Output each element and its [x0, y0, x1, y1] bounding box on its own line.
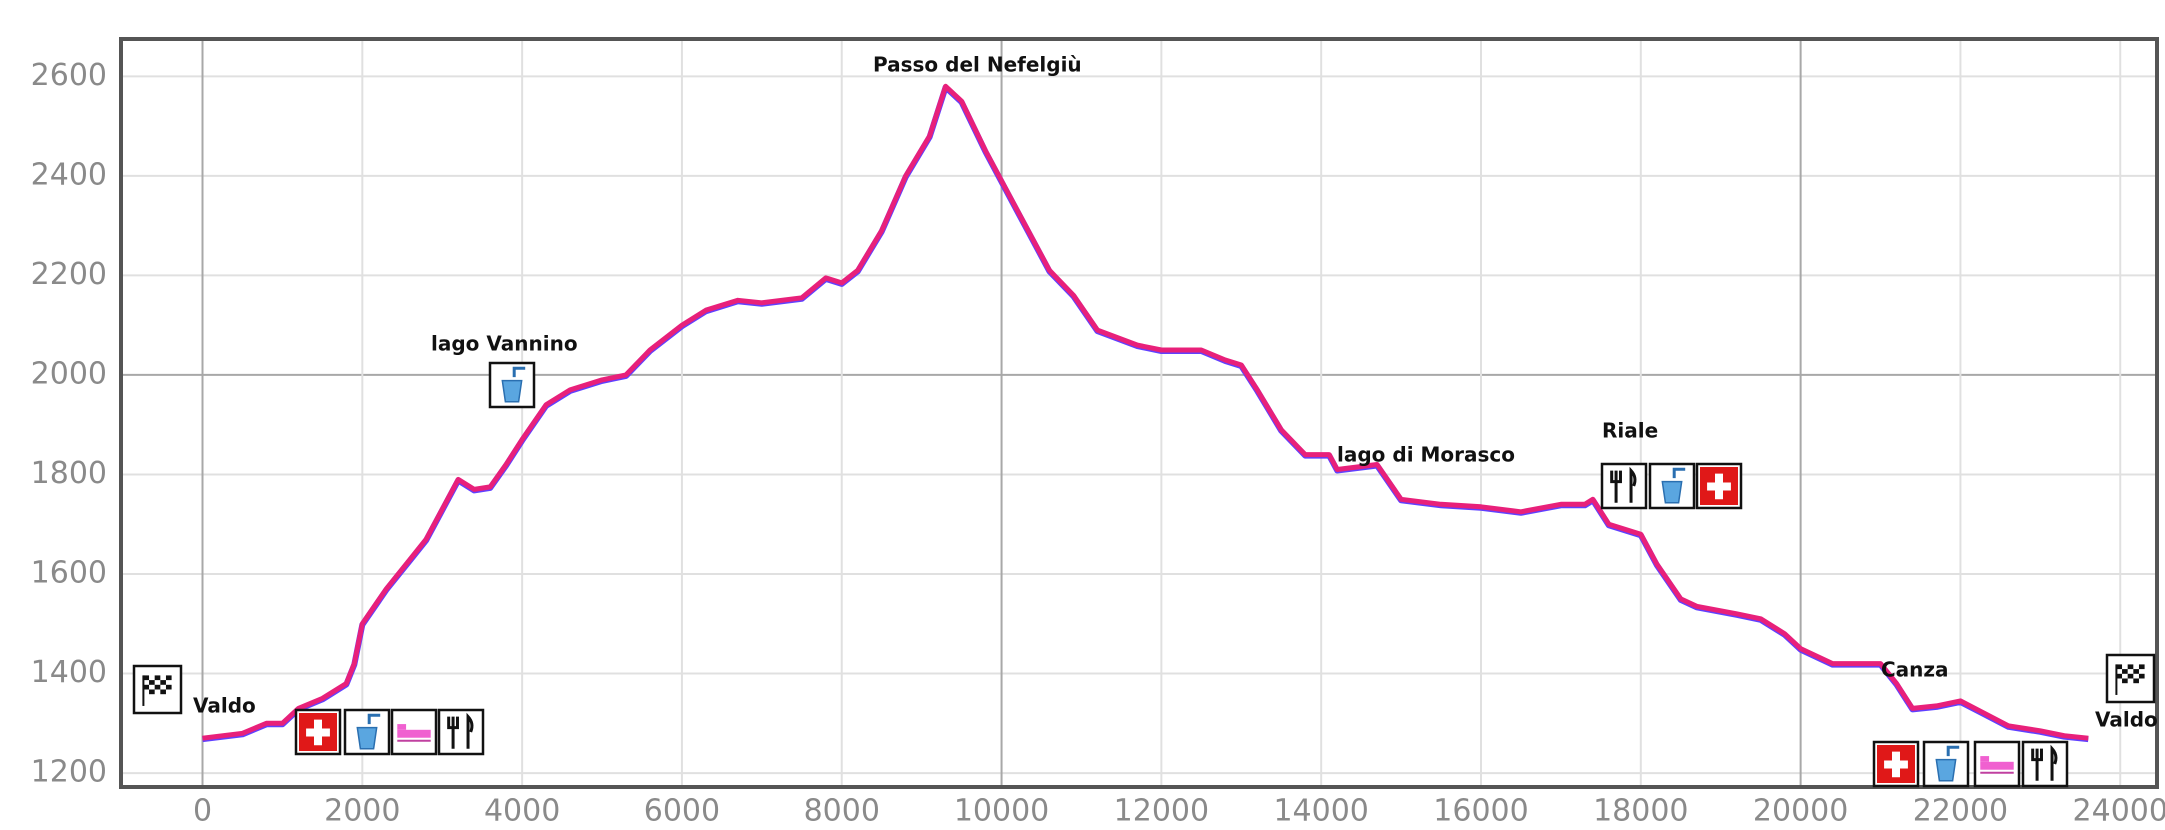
flag-square [2122, 678, 2128, 684]
aid-cross [1707, 473, 1731, 500]
food-fork [2031, 748, 2043, 781]
icon-bed [1973, 740, 2021, 788]
x-tick-label: 0 [193, 794, 212, 827]
aid-cross [306, 719, 330, 746]
icon-food [437, 708, 485, 756]
icon-water [343, 708, 391, 756]
waypoint-label: Passo del Nefelgiù [873, 53, 1082, 77]
waypoint-label: Riale [1602, 419, 1658, 443]
food-knife [466, 712, 474, 749]
water-glass [1661, 480, 1683, 504]
icon-aid [1872, 740, 1920, 788]
y-tick-label: 2400 [31, 157, 107, 192]
y-tick-label: 2200 [31, 257, 107, 292]
flag-square [2138, 673, 2145, 679]
x-tick-label: 16000 [1433, 794, 1528, 827]
flag-square [2127, 664, 2134, 670]
icon-bed [390, 708, 438, 756]
food-fork [447, 716, 459, 749]
icon-aid [294, 708, 342, 756]
water-glass [1935, 758, 1957, 782]
flag-square [160, 689, 166, 695]
flag-square [2138, 664, 2145, 670]
flag-square [2133, 678, 2139, 684]
y-tick-label: 1400 [31, 655, 107, 690]
flag-square [143, 684, 150, 690]
aid-cross [1884, 751, 1908, 778]
flag-square [2116, 664, 2123, 670]
bed-pillow [397, 724, 407, 730]
y-tick-label: 1600 [31, 555, 107, 590]
y-tick-label: 2000 [31, 356, 107, 391]
flag-square [2122, 669, 2128, 674]
flag-square [154, 684, 161, 690]
flag-square [154, 675, 161, 681]
x-tick-label: 22000 [1913, 794, 2008, 827]
flag-square [2133, 669, 2139, 674]
icon-flag [132, 664, 183, 715]
x-tick-label: 14000 [1273, 794, 1368, 827]
water-glass [501, 379, 523, 403]
x-tick-label: 4000 [484, 794, 560, 827]
icon-box [437, 708, 485, 756]
water-tap [367, 713, 381, 725]
icon-food [2021, 740, 2069, 788]
water-tap [1672, 467, 1686, 479]
waypoint-label: Valdo [193, 694, 256, 718]
icon-water [1648, 462, 1696, 510]
x-tick-label: 10000 [954, 794, 1049, 827]
x-tick-label: 18000 [1593, 794, 1688, 827]
bed-pillow [1980, 756, 1990, 762]
icon-water [1922, 740, 1970, 788]
icon-food [1600, 462, 1648, 510]
water-glass [356, 726, 378, 750]
x-tick-label: 2000 [324, 794, 400, 827]
icon-water [488, 361, 536, 409]
x-tick-label: 12000 [1114, 794, 1209, 827]
icon-box [2021, 740, 2069, 788]
waypoint-label: lago Vannino [431, 332, 578, 356]
flag-square [2116, 673, 2123, 679]
y-tick-label: 2600 [31, 58, 107, 93]
y-tick-label: 1800 [31, 456, 107, 491]
icon-box [1600, 462, 1648, 510]
x-tick-label: 24000 [2073, 794, 2165, 827]
y-tick-label: 1200 [31, 755, 107, 790]
bed-body [397, 729, 431, 738]
flag-square [149, 680, 155, 685]
food-knife [1629, 466, 1637, 503]
flag-square [2127, 673, 2134, 679]
waypoint-label: lago di Morasco [1337, 443, 1515, 467]
flag-square [160, 680, 166, 685]
icon-flag [2105, 653, 2156, 704]
plot-area [121, 39, 2157, 787]
waypoint-label: Valdo [2095, 708, 2158, 732]
water-tap [1946, 745, 1960, 757]
food-knife [2050, 744, 2058, 781]
water-tap [512, 366, 526, 378]
waypoint-label: Canza [1881, 658, 1949, 682]
x-tick-label: 8000 [804, 794, 880, 827]
plot-frame [119, 37, 2159, 789]
flag-square [165, 675, 172, 681]
flag-square [165, 684, 172, 690]
bed-body [1980, 761, 2014, 770]
x-tick-label: 20000 [1753, 794, 1848, 827]
icon-aid [1695, 462, 1743, 510]
flag-square [143, 675, 150, 681]
x-tick-label: 6000 [644, 794, 720, 827]
food-fork [1610, 470, 1622, 503]
profile-line [202, 83, 2089, 741]
flag-square [149, 689, 155, 695]
